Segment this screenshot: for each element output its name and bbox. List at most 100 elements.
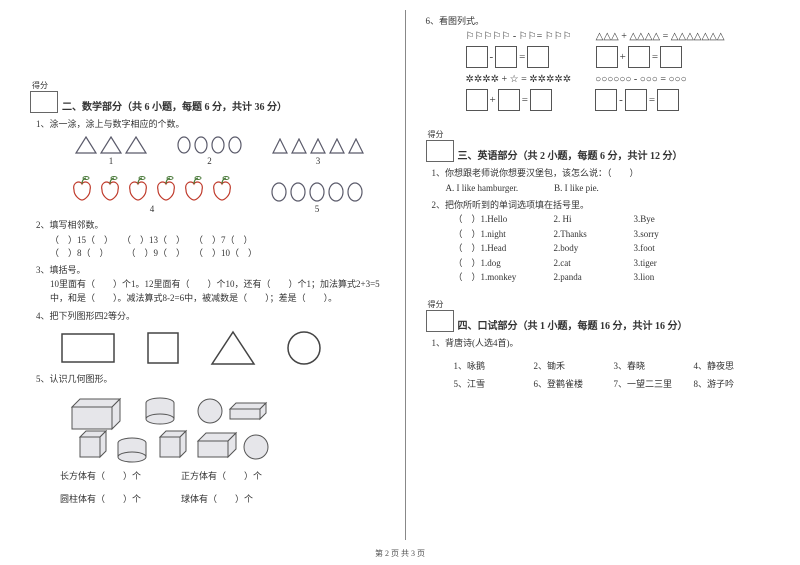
- q2-line2: （ ）8（ ） （ ）9（ ） （ ）10（ ）: [50, 246, 385, 259]
- flag-icons: ⚐⚐⚐⚐⚐ - ⚐⚐= ⚐⚐⚐: [466, 31, 572, 42]
- s4-q1: 1、背唐诗(人选4首)。: [432, 336, 781, 349]
- q5-label-d: 球体有（ ）个: [181, 492, 253, 505]
- section-3-title: 三、英语部分（共 2 小题，每题 6 分，共计 12 分）: [458, 147, 683, 162]
- score-label: 得分: [428, 299, 460, 310]
- score-label: 得分: [428, 129, 460, 140]
- oval-icon: [290, 182, 306, 202]
- list-item: 4、静夜思: [694, 357, 774, 375]
- group-label: 4: [150, 204, 155, 214]
- q3-line: 10里面有（ ）个1。12里面有（ ）个10，还有（ ）个1；加法算式2+3=5…: [50, 278, 385, 305]
- answer-box[interactable]: [595, 89, 617, 111]
- page-footer: 第 2 页 共 3 页: [0, 548, 800, 559]
- list-item: （ ）1.Head: [454, 242, 554, 256]
- section-2-title: 二、数学部分（共 6 小题，每题 6 分，共计 36 分）: [62, 98, 287, 113]
- list-item: 6、登鹳雀楼: [534, 375, 614, 393]
- list-item: 3.Bye: [634, 213, 714, 227]
- answer-box[interactable]: [628, 46, 650, 68]
- answer-box[interactable]: [625, 89, 647, 111]
- group-label: 2: [207, 156, 212, 166]
- section-2-header: 得分 二、数学部分（共 6 小题，每题 6 分，共计 36 分）: [30, 80, 385, 113]
- list-item: 2.body: [554, 242, 634, 256]
- q5-text: 5、认识几何图形。: [36, 372, 385, 385]
- section-4-title: 四、口试部分（共 1 小题，每题 16 分，共计 16 分）: [458, 317, 688, 332]
- answer-box[interactable]: [466, 89, 488, 111]
- apple-icon: [152, 174, 180, 202]
- list-item: 3.foot: [634, 242, 714, 256]
- list-item: 1、咏鹅: [454, 357, 534, 375]
- triangle-icon: [310, 138, 326, 154]
- apple-icon: [208, 174, 236, 202]
- score-label: 得分: [32, 80, 64, 91]
- list-item: 3、春晓: [614, 357, 694, 375]
- q3-text: 3、填括号。: [36, 263, 385, 276]
- q1-shapes-row1: 1 2 3: [75, 136, 385, 166]
- answer-box[interactable]: [660, 46, 682, 68]
- q2-line1: （ ）15（ ） （ ）13（ ） （ ）7（ ）: [50, 233, 385, 246]
- solid-shapes-figure: [60, 389, 385, 469]
- q2-text: 2、填写相邻数。: [36, 218, 385, 231]
- score-box: [426, 310, 454, 332]
- answer-box[interactable]: [527, 46, 549, 68]
- list-item: 8、游子吟: [694, 375, 774, 393]
- s3-q2-list: （ ）1.Hello2. Hi3.Bye （ ）1.night2.Thanks3…: [454, 213, 781, 285]
- oval-icon: [211, 136, 225, 154]
- triangle-icon: [291, 138, 307, 154]
- list-item: 5、江雪: [454, 375, 534, 393]
- list-item: （ ）1.dog: [454, 257, 554, 271]
- group-label: 3: [316, 156, 321, 166]
- poem-list: 1、咏鹅 2、锄禾 3、春晓 4、静夜思 5、江雪 6、登鹳雀楼 7、一望二三里…: [454, 357, 781, 393]
- list-item: （ ）1.monkey: [454, 271, 554, 285]
- list-item: （ ）1.night: [454, 228, 554, 242]
- oval-icon: [177, 136, 191, 154]
- group-label: 5: [315, 204, 320, 214]
- answer-box[interactable]: [466, 46, 488, 68]
- list-item: 7、一望二三里: [614, 375, 694, 393]
- circle-icons: ○○○○○○ - ○○○ = ○○○: [595, 74, 686, 85]
- oval-icon: [347, 182, 363, 202]
- apple-icon: [124, 174, 152, 202]
- section-4-header: 得分 四、口试部分（共 1 小题，每题 16 分，共计 16 分）: [426, 299, 781, 332]
- list-item: 2. Hi: [554, 213, 634, 227]
- apple-icon: [96, 174, 124, 202]
- group-label: 1: [109, 156, 114, 166]
- score-box: [426, 140, 454, 162]
- q6-equations: ⚐⚐⚐⚐⚐ - ⚐⚐= ⚐⚐⚐ -= △△△ + △△△△ = △△△△△△△ …: [466, 31, 781, 111]
- triangle-icon: [329, 138, 345, 154]
- score-box: [30, 91, 58, 113]
- answer-box[interactable]: [495, 46, 517, 68]
- triangle-icon: [272, 138, 288, 154]
- list-item: 2、锄禾: [534, 357, 614, 375]
- s3-q1-opts: A. I like hamburger. B. I like pie.: [446, 181, 781, 194]
- oval-icon: [309, 182, 325, 202]
- answer-box[interactable]: [596, 46, 618, 68]
- s3-q1: 1、你想跟老师说你想要汉堡包，该怎么说：（ ）: [432, 166, 781, 179]
- answer-box[interactable]: [657, 89, 679, 111]
- oval-icon: [194, 136, 208, 154]
- q1-shapes-row2: 4 5: [68, 174, 385, 214]
- q1-text: 1、涂一涂，涂上与数字相应的个数。: [36, 117, 385, 130]
- square-icon: [146, 331, 180, 365]
- triangle-icon: [125, 136, 147, 154]
- triangle-icons: △△△ + △△△△ = △△△△△△△: [596, 31, 725, 42]
- list-item: （ ）1.Hello: [454, 213, 554, 227]
- oval-icon: [228, 136, 242, 154]
- rectangle-icon: [60, 332, 116, 364]
- triangle-icon: [100, 136, 122, 154]
- section-3-header: 得分 三、英语部分（共 2 小题，每题 6 分，共计 12 分）: [426, 129, 781, 162]
- q4-text: 4、把下列图形四2等分。: [36, 309, 385, 322]
- list-item: 2.panda: [554, 271, 634, 285]
- oval-icon: [271, 182, 287, 202]
- q5-label-c: 圆柱体有（ ）个: [60, 492, 141, 505]
- q6-text: 6、看图列式。: [426, 14, 781, 27]
- answer-box[interactable]: [530, 89, 552, 111]
- answer-box[interactable]: [498, 89, 520, 111]
- list-item: 3.lion: [634, 271, 714, 285]
- oval-icon: [328, 182, 344, 202]
- triangle-icon: [348, 138, 364, 154]
- star-icons: ✲✲✲✲ + ☆ = ✲✲✲✲✲: [466, 74, 572, 85]
- s3-q2: 2、把你所听到的单词选项填在括号里。: [432, 198, 781, 211]
- list-item: 2.cat: [554, 257, 634, 271]
- triangle-icon: [75, 136, 97, 154]
- list-item: 2.Thanks: [554, 228, 634, 242]
- apple-icon: [68, 174, 96, 202]
